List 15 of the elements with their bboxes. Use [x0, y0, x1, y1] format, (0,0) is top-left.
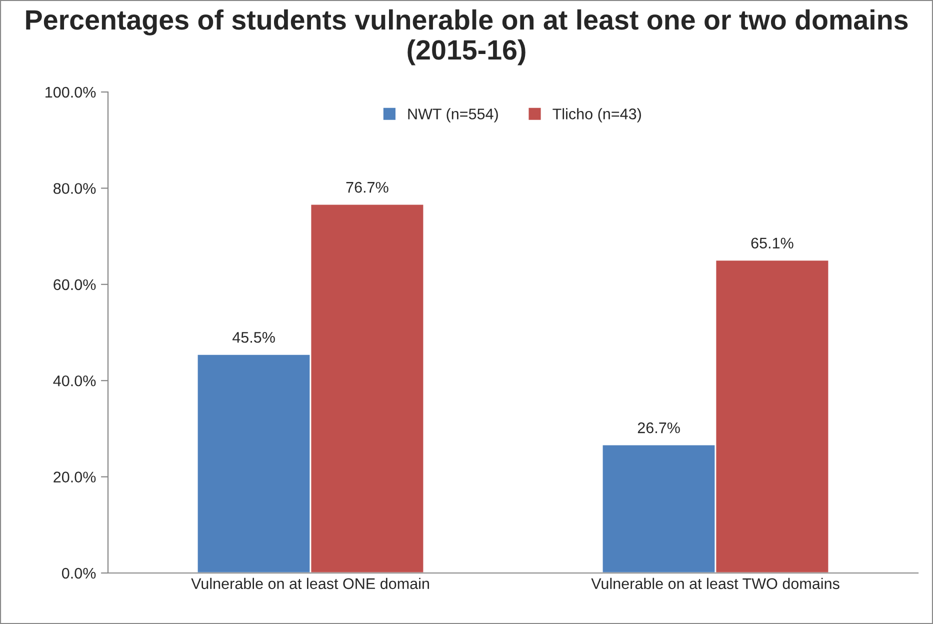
- legend-label: NWT (n=554): [408, 108, 498, 122]
- x-tick-label: Vulnerable on at least TWO domains: [591, 578, 840, 590]
- y-tick-label: 20.0%: [54, 472, 96, 482]
- data-label: 65.1%: [751, 238, 794, 249]
- data-label: 45.5%: [232, 332, 275, 343]
- y-tick-label: 60.0%: [54, 279, 96, 290]
- data-label: 26.7%: [638, 422, 680, 434]
- y-tick-label: 0.0%: [62, 568, 96, 579]
- x-tick-label: Vulnerable on at least ONE domain: [191, 578, 429, 590]
- y-tick-label: 80.0%: [54, 183, 96, 194]
- y-tick-label: 100.0%: [46, 86, 96, 98]
- legend-label: Tlicho (n=43): [552, 108, 641, 122]
- data-label: 76.7%: [346, 182, 388, 193]
- y-tick-label: 40.0%: [53, 375, 96, 386]
- chart-title: Percentages of students vulnerable on at least one or two domains (2015-16): [26, 9, 908, 66]
